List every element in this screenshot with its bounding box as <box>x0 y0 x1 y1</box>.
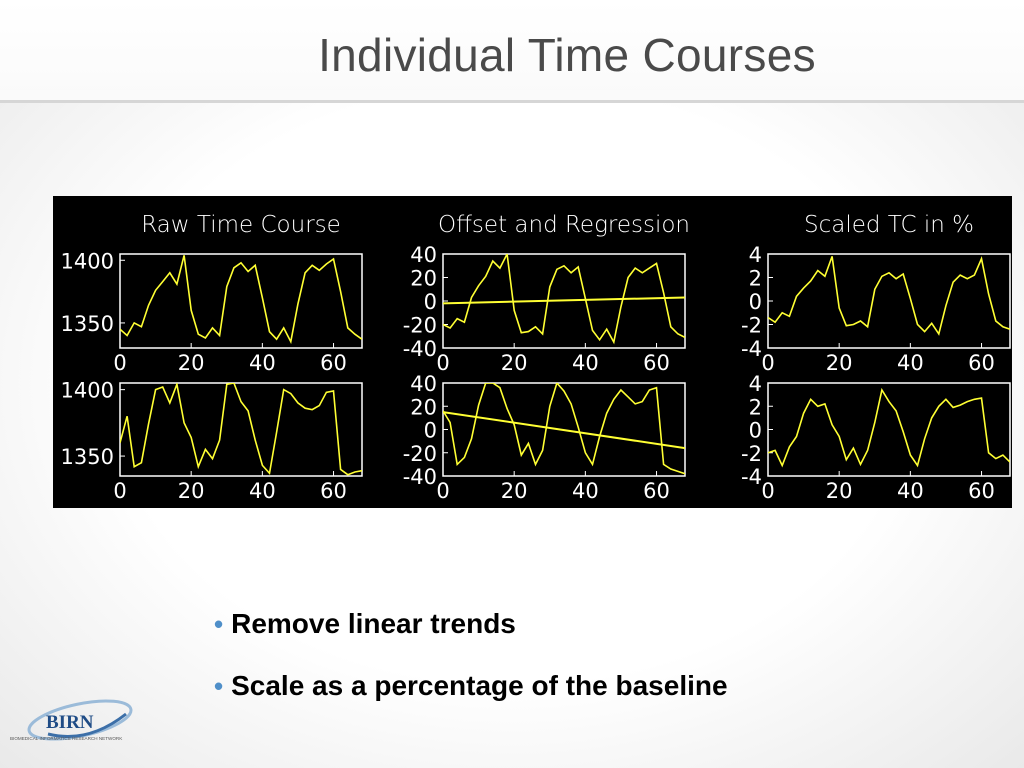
y-tick-label: 4 <box>749 372 762 396</box>
x-tick-label: 60 <box>968 479 995 503</box>
y-tick-label: 0 <box>749 419 762 443</box>
x-tick-label: 40 <box>897 351 924 375</box>
y-tick-label: -40 <box>403 337 437 361</box>
y-tick-label: 20 <box>410 395 437 419</box>
y-tick-label: 1400 <box>61 379 114 403</box>
bullet-icon: • <box>214 671 224 701</box>
y-tick-label: 0 <box>424 419 437 443</box>
x-tick-label: 60 <box>643 479 670 503</box>
x-tick-label: 60 <box>968 351 995 375</box>
bullet-list: • Remove linear trends • Scale as a percen… <box>214 604 728 728</box>
bullet-text: Remove linear trends <box>231 608 516 639</box>
axes-box <box>119 382 363 477</box>
x-tick-label: 0 <box>436 479 449 503</box>
y-tick-label: 1350 <box>61 312 114 336</box>
x-tick-label: 60 <box>320 479 347 503</box>
y-tick-label: 0 <box>424 290 437 314</box>
x-tick-label: 0 <box>436 351 449 375</box>
panel-title: Scaled TC in % <box>804 212 974 238</box>
series-line <box>120 383 362 476</box>
y-tick-label: 40 <box>410 372 437 396</box>
title-bar: Individual Time Courses <box>0 0 1024 103</box>
axes-box <box>119 253 363 349</box>
y-tick-label: 2 <box>749 267 762 291</box>
y-tick-label: -2 <box>741 442 762 466</box>
x-tick-label: 0 <box>113 351 126 375</box>
y-tick-label: 20 <box>410 267 437 291</box>
x-tick-label: 20 <box>178 479 205 503</box>
x-tick-label: 60 <box>320 351 347 375</box>
bullet-icon: • <box>214 609 224 639</box>
axes-box <box>767 253 1011 349</box>
matlab-figure: Raw Time Course 1400 1350 0 20 40 60 Offset and… <box>53 196 1012 508</box>
x-tick-label: 60 <box>643 351 670 375</box>
y-tick-label: 2 <box>749 395 762 419</box>
svg-text:BIRN: BIRN <box>46 712 94 733</box>
series-line <box>120 255 362 345</box>
x-tick-label: 40 <box>249 479 276 503</box>
x-tick-label: 0 <box>113 479 126 503</box>
x-tick-label: 40 <box>897 479 924 503</box>
series-line <box>443 254 685 345</box>
svg-text:BIOMEDICAL INFORMATICS RESEARC: BIOMEDICAL INFORMATICS RESEARCH NETWORK <box>10 736 123 741</box>
series-line <box>443 383 685 475</box>
y-tick-label: -4 <box>741 465 762 489</box>
x-tick-label: 20 <box>826 351 853 375</box>
regression-line <box>443 296 685 305</box>
y-tick-label: 0 <box>749 290 762 314</box>
y-tick-label: -2 <box>741 314 762 338</box>
y-tick-label: -20 <box>403 442 437 466</box>
bullet-item: • Scale as a percentage of the baseline <box>214 666 728 728</box>
bullet-item: • Remove linear trends <box>214 604 728 666</box>
x-tick-label: 20 <box>501 479 528 503</box>
y-tick-label: -4 <box>741 337 762 361</box>
series-line <box>768 387 1010 468</box>
y-tick-label: 4 <box>749 243 762 267</box>
bullet-text: Scale as a percentage of the baseline <box>231 670 728 701</box>
y-tick-label: 1350 <box>61 445 114 469</box>
axes-box <box>767 382 1011 477</box>
panel-title: Offset and Regression <box>438 212 690 238</box>
x-tick-label: 40 <box>249 351 276 375</box>
panel-title: Raw Time Course <box>141 212 341 238</box>
regression-line <box>443 411 685 450</box>
x-tick-label: 20 <box>178 351 205 375</box>
y-tick-label: 1400 <box>61 249 114 273</box>
x-tick-label: 40 <box>572 479 599 503</box>
x-tick-label: 20 <box>826 479 853 503</box>
birn-logo: BIRN BIOMEDICAL INFORMATICS RESEARCH NET… <box>10 699 133 741</box>
y-tick-label: -40 <box>403 465 437 489</box>
y-tick-label: 40 <box>410 243 437 267</box>
x-tick-label: 40 <box>572 351 599 375</box>
x-tick-label: 0 <box>761 351 774 375</box>
x-tick-label: 20 <box>501 351 528 375</box>
series-line <box>768 256 1010 336</box>
slide-title: Individual Time Courses <box>318 29 816 81</box>
x-tick-label: 0 <box>761 479 774 503</box>
y-tick-label: -20 <box>403 314 437 338</box>
